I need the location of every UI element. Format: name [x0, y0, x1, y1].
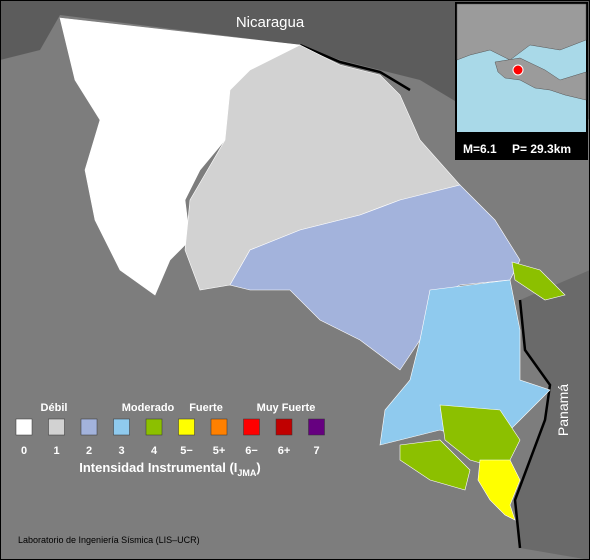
legend-swatch — [210, 418, 228, 436]
legend-swatch — [15, 418, 33, 436]
credit: Laboratorio de Ingeniería Sísmica (LIS–U… — [18, 535, 200, 545]
legend-level: 6− — [245, 445, 258, 457]
legend-title-text: Intensidad Instrumental (I — [79, 460, 237, 475]
legend-level: 7 — [313, 445, 319, 457]
country-label: Nicaragua — [236, 14, 305, 31]
legend-level: 0 — [21, 445, 27, 457]
legend-level: 2 — [86, 445, 92, 457]
border — [299, 43, 411, 92]
costa-rica — [59, 17, 566, 521]
legend-group: Débil — [41, 402, 68, 414]
legend-level: 3 — [118, 445, 124, 457]
legend-title-subscript: JMA — [237, 468, 257, 478]
legend-level: 6+ — [278, 445, 291, 457]
legend-group: Fuerte — [189, 402, 223, 414]
legend-swatch — [308, 418, 325, 436]
panama-land — [515, 270, 590, 560]
zone-intensity-5 — [477, 459, 521, 521]
depth: P= 29.3km — [512, 142, 571, 156]
legend-level: 5+ — [213, 445, 226, 457]
zone-intensity-4 — [399, 439, 471, 491]
legend-level: 4 — [151, 445, 158, 457]
legend-swatch — [145, 418, 163, 436]
legend: Débil Moderado Fuerte Muy Fuerte Intensi… — [15, 402, 325, 478]
legend-swatch — [48, 418, 65, 436]
legend-swatch — [275, 418, 293, 436]
legend-group: Muy Fuerte — [257, 402, 316, 414]
legend-title: Intensidad Instrumental (IJMA) — [79, 460, 261, 478]
legend-title-end: ) — [256, 460, 260, 475]
inset-land — [456, 3, 587, 61]
border — [513, 299, 552, 549]
nicaragua-land — [0, 0, 590, 120]
zone-intensity-4 — [511, 261, 566, 301]
legend-group: Moderado — [122, 402, 175, 414]
legend-level: 1 — [53, 445, 59, 457]
zone-intensity-2 — [229, 184, 521, 371]
magnitude: M=6.1 — [463, 142, 497, 156]
legend-swatch — [178, 418, 195, 436]
legend-swatch — [243, 418, 260, 436]
inset: M=6.1 P= 29.3km — [455, 2, 588, 160]
legend-swatch — [113, 418, 130, 436]
legend-level: 5− — [180, 445, 193, 457]
country-label: Panamá — [555, 384, 571, 436]
legend-swatch — [80, 418, 98, 436]
epicenter — [512, 64, 524, 76]
